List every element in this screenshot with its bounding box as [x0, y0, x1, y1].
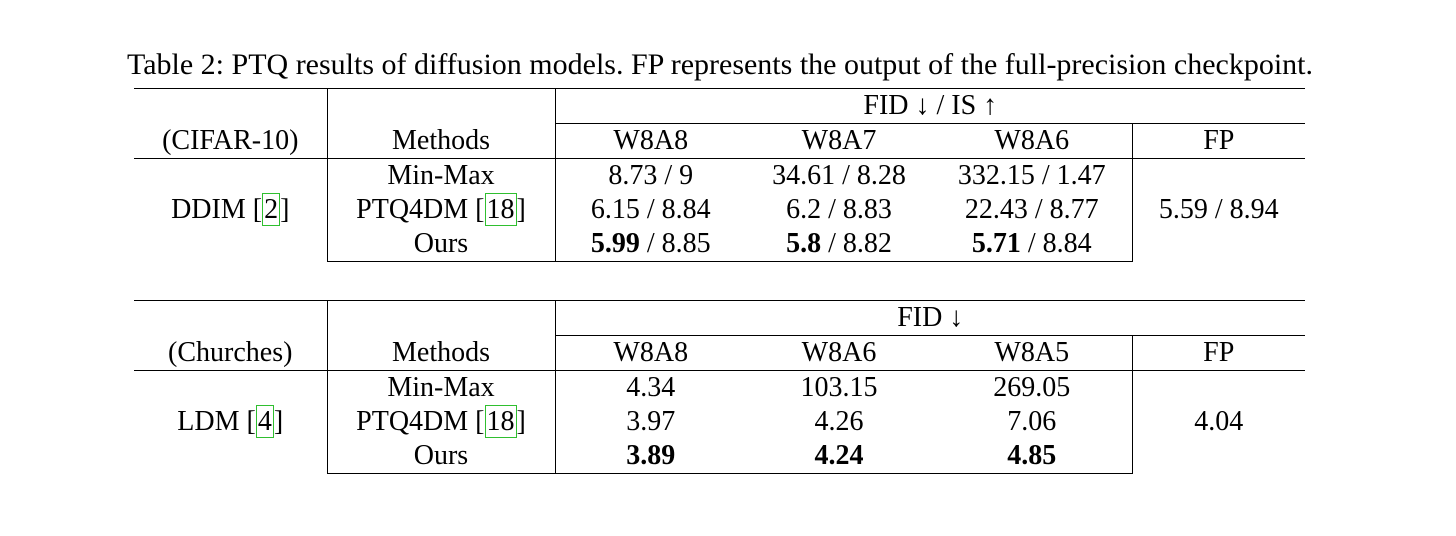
value-cell: 8.73 / 9 [555, 158, 746, 193]
method-cell: Min-Max [327, 158, 556, 193]
table-row: PTQ4DM [18] 3.97 4.26 7.06 [134, 405, 1305, 439]
table-row: LDM [4] Min-Max 4.34 103.15 269.05 4.04 [134, 370, 1305, 474]
method-cell: Ours [327, 227, 556, 262]
citation-link[interactable]: [2] [252, 193, 290, 227]
header-row-columns: (CIFAR-10) Methods W8A8 W8A7 W8A6 FP [134, 123, 1306, 159]
model-name: LDM [177, 406, 240, 438]
fp-header: FP [1132, 123, 1306, 159]
method-cell: PTQ4DM [18] [327, 405, 556, 439]
column-header: W8A7 [746, 123, 932, 159]
table-row: DDIM [2] Min-Max 8.73 / 9 34.61 / 8.28 3… [134, 158, 1306, 262]
value-cell: 5.99 / 8.85 [555, 227, 746, 262]
method-cell: PTQ4DM [18] [327, 193, 556, 227]
dataset-label: (CIFAR-10) [134, 123, 328, 159]
value-cell: 3.89 [555, 439, 746, 474]
value-cell: 34.61 / 8.28 [746, 158, 932, 193]
value-cell: 4.85 [932, 439, 1133, 474]
methods-header: Methods [327, 123, 556, 159]
column-header: W8A6 [746, 335, 932, 371]
column-header: W8A5 [932, 335, 1133, 371]
table-row: PTQ4DM [18] 6.15 / 8.84 6.2 / 8.83 22.43… [134, 193, 1305, 227]
value-cell: 3.97 [626, 406, 676, 437]
citation-link[interactable]: [18] [475, 405, 526, 438]
value-cell: 4.34 [555, 370, 746, 405]
metric-header: FID ↓ [555, 300, 1305, 336]
value-cell: 5.71 / 8.84 [932, 227, 1133, 262]
model-cell: LDM [4] [134, 370, 328, 474]
method-cell: Ours [327, 439, 556, 474]
method-cell: Min-Max [327, 370, 556, 405]
dataset-label: (Churches) [134, 335, 328, 371]
value-cell: 332.15 / 1.47 [932, 158, 1133, 193]
model-name: DDIM [171, 194, 246, 226]
value-cell: 4.24 [746, 439, 932, 474]
model-cell: DDIM [2] [134, 158, 328, 262]
value-cell: 269.05 [932, 370, 1133, 405]
value-cell: 103.15 [746, 370, 932, 405]
results-table-churches: FID ↓ (Churches) Methods W8A8 W8A6 W8A5 … [134, 300, 1305, 474]
value-cell: 4.26 [814, 406, 864, 437]
methods-header: Methods [327, 335, 556, 371]
header-row-metric: FID ↓ / IS ↑ [134, 88, 1306, 124]
header-row-metric: FID ↓ [134, 300, 1305, 336]
citation-link[interactable]: [4] [246, 405, 284, 439]
fp-value: 5.59 / 8.94 [1132, 158, 1306, 262]
column-header: W8A8 [555, 123, 746, 159]
table-caption: Table 2: PTQ results of diffusion models… [126, 48, 1314, 81]
value-cell: 22.43 / 8.77 [932, 193, 1133, 227]
results-table-cifar10: FID ↓ / IS ↑ (CIFAR-10) Methods W8A8 W8A… [134, 88, 1306, 262]
header-row-columns: (Churches) Methods W8A8 W8A6 W8A5 FP [134, 335, 1305, 371]
value-cell: 7.06 [932, 405, 1133, 439]
fp-header: FP [1132, 335, 1305, 371]
fp-value: 4.04 [1132, 370, 1305, 474]
column-header: W8A8 [555, 335, 746, 371]
column-header: W8A6 [932, 123, 1133, 159]
metric-header: FID ↓ / IS ↑ [555, 88, 1306, 124]
value-cell: 6.15 / 8.84 [590, 194, 711, 225]
table-row: Ours 5.99 / 8.85 5.8 / 8.82 5.71 / 8.84 [134, 227, 1305, 262]
table-row: Ours 3.89 4.24 4.85 [134, 439, 1305, 474]
value-cell: 6.2 / 8.83 [786, 194, 892, 225]
citation-link[interactable]: [18] [475, 193, 526, 226]
value-cell: 5.8 / 8.82 [746, 227, 932, 262]
